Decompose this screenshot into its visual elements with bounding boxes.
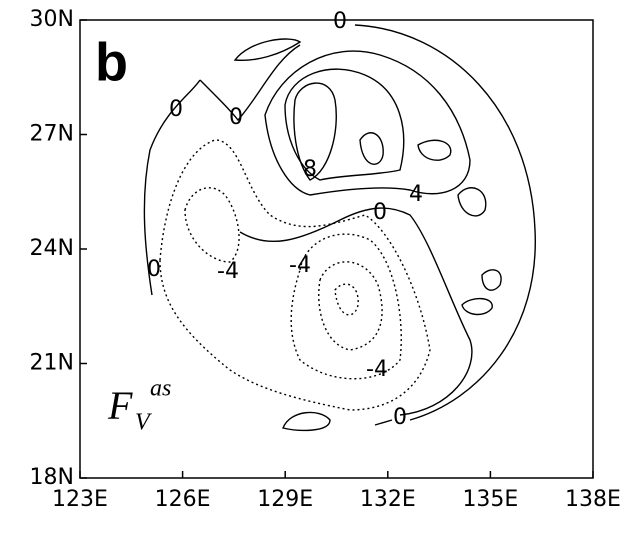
x-tick-label: 138E xyxy=(565,487,621,512)
contour-label: 0 xyxy=(169,97,183,122)
x-tick-label: 126E xyxy=(155,487,211,512)
contour-line xyxy=(233,38,302,62)
contour-label: 0 xyxy=(333,9,347,34)
contour-label: -4 xyxy=(366,357,388,382)
contour-label: 0 xyxy=(393,405,407,430)
x-tick-label: 129E xyxy=(257,487,313,512)
contour-label: -4 xyxy=(289,253,311,278)
annotation-sup: as xyxy=(150,376,171,402)
contour-line xyxy=(284,68,405,181)
contour-label: 0 xyxy=(229,105,243,130)
contour-line xyxy=(417,139,452,161)
contour-line xyxy=(354,24,536,426)
y-tick-label: 30N xyxy=(30,7,74,32)
contour-line xyxy=(481,269,502,291)
contour-line xyxy=(239,207,473,416)
x-tick-label: 132E xyxy=(360,487,416,512)
contour-line xyxy=(318,261,383,351)
contour-label: -4 xyxy=(217,259,239,284)
contour-line xyxy=(334,283,359,316)
y-tick-label: 18N xyxy=(30,465,74,490)
contour-label: 0 xyxy=(147,257,161,282)
contour-line xyxy=(143,44,301,296)
contour-line xyxy=(293,82,337,181)
x-tick-label: 123E xyxy=(52,487,108,512)
contour-label: 0 xyxy=(373,200,387,225)
contour-line xyxy=(457,187,487,217)
contour-label: 8 xyxy=(303,157,317,182)
contour-line xyxy=(282,411,331,432)
contour-label: 4 xyxy=(409,182,423,207)
contour-line xyxy=(290,233,402,380)
annotation-base: F xyxy=(107,383,133,428)
plot-frame xyxy=(79,19,594,479)
contour-line xyxy=(359,132,384,165)
y-tick-label: 21N xyxy=(30,351,74,376)
annotation-sub: V xyxy=(135,410,152,436)
contour-line xyxy=(264,50,471,196)
panel-label: b xyxy=(95,32,128,92)
x-tick-label: 135E xyxy=(462,487,518,512)
contours xyxy=(143,24,536,432)
contour-line xyxy=(184,187,240,263)
y-tick-label: 27N xyxy=(30,122,74,147)
contour-line xyxy=(159,139,431,411)
contour-line xyxy=(461,297,493,316)
y-tick-label: 24N xyxy=(30,236,74,261)
